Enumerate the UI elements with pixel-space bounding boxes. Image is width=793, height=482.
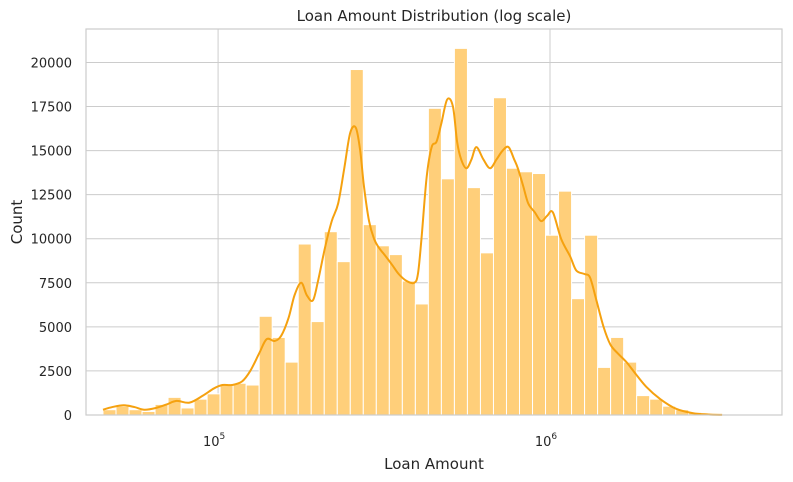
histogram-bar <box>297 243 312 416</box>
histogram-bar <box>362 224 377 416</box>
y-tick-label: 7500 <box>39 277 72 292</box>
y-tick-label: 20000 <box>31 56 72 71</box>
histogram-bar <box>206 393 221 416</box>
histogram-bar <box>284 361 299 416</box>
x-tick-label: 106 <box>535 432 558 450</box>
histogram-bar <box>558 190 573 416</box>
y-tick-label: 15000 <box>31 145 72 160</box>
histogram-bar <box>219 384 234 416</box>
histogram-bar <box>245 384 260 416</box>
histogram-bar <box>492 97 507 416</box>
histogram-bar <box>375 245 390 416</box>
histogram-bar <box>258 315 273 416</box>
histogram-bar <box>414 303 429 416</box>
y-axis-title: Count <box>8 200 26 245</box>
histogram-bar <box>440 178 455 416</box>
y-tick-label: 2500 <box>39 365 72 380</box>
histogram-bar <box>336 261 351 416</box>
histogram-bar <box>115 405 130 416</box>
histogram-bar <box>545 234 560 416</box>
histogram-bar <box>128 409 143 416</box>
histogram-bar <box>479 252 494 416</box>
y-tick-label: 0 <box>64 409 72 424</box>
histogram-bar <box>453 47 468 416</box>
y-tick-label: 17500 <box>31 101 72 116</box>
histogram-bar <box>102 409 117 416</box>
histogram-bar <box>193 398 208 416</box>
histogram-bar <box>401 280 416 416</box>
histogram-bar <box>271 336 286 416</box>
histogram-bar <box>597 366 612 416</box>
histogram-bar <box>323 231 338 416</box>
y-tick-labels: 0 2500 5000 7500 10000 12500 15000 17500 20000 <box>31 56 72 424</box>
plot-border <box>85 28 783 416</box>
histogram-bar <box>180 407 195 416</box>
chart-title: Loan Amount Distribution (log scale) <box>297 7 572 25</box>
histogram-bar <box>466 187 481 416</box>
y-tick-label: 10000 <box>31 233 72 248</box>
histogram-bar <box>532 173 547 416</box>
histogram-bar <box>388 254 403 416</box>
x-tick-label: 105 <box>203 432 225 450</box>
y-tick-label: 5000 <box>39 321 72 336</box>
plot-frame <box>85 28 783 416</box>
histogram-bar <box>623 361 638 416</box>
histogram-bar <box>505 167 521 416</box>
x-tick-labels: 105 106 <box>203 432 557 450</box>
histogram-bar <box>649 398 664 416</box>
y-tick-label: 12500 <box>31 189 72 204</box>
x-axis-title: Loan Amount <box>384 455 484 473</box>
kde-curve <box>102 97 723 416</box>
histogram-bar <box>167 396 182 416</box>
histogram-bar <box>571 298 586 416</box>
histogram-bar <box>584 234 599 416</box>
histogram-bar <box>349 69 364 416</box>
histogram-bar <box>232 382 247 416</box>
histogram-bar <box>310 321 325 416</box>
histogram-bar <box>636 395 651 416</box>
